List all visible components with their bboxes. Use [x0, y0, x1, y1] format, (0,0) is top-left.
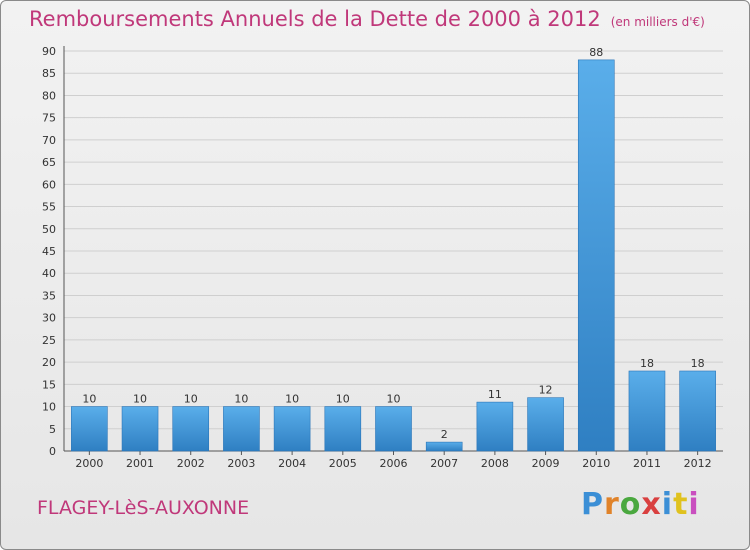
y-tick-label: 60: [42, 178, 56, 191]
axes: 0 5 10 15 20 25 30 35 40 45 50 55 60 65 70 75 80 85 90 2000…: [42, 45, 723, 470]
y-tick-label: 30: [42, 312, 56, 325]
y-tick-label: 45: [42, 245, 56, 258]
grid-lines: [64, 50, 723, 430]
data-label: 10: [133, 393, 147, 406]
y-tick-label: 35: [42, 289, 56, 302]
x-tick-label: 2007: [430, 457, 458, 470]
bar[interactable]: [172, 406, 210, 452]
bar[interactable]: [425, 441, 463, 452]
bar[interactable]: [476, 401, 514, 452]
data-label: 18: [691, 357, 705, 370]
brand-letter: i: [688, 487, 700, 522]
x-tick-label: 2005: [329, 457, 357, 470]
data-label: 2: [441, 428, 448, 441]
commune-name: FLAGEY-LèS-AUXONNE: [37, 497, 250, 519]
data-label: 10: [387, 393, 401, 406]
bar[interactable]: [324, 406, 362, 452]
y-tick-label: 90: [42, 45, 56, 58]
x-tick-label: 2004: [278, 457, 306, 470]
y-tick-label: 5: [49, 423, 56, 436]
y-tick-label: 55: [42, 201, 56, 214]
brand-letter: x: [641, 487, 662, 522]
data-label: 10: [184, 393, 198, 406]
y-tick-label: 25: [42, 334, 56, 347]
bars: [71, 59, 716, 452]
bar[interactable]: [577, 59, 615, 452]
y-tick-label: 75: [42, 112, 56, 125]
x-tick-label: 2009: [532, 457, 560, 470]
y-tick-label: 0: [49, 445, 56, 458]
bar[interactable]: [121, 406, 159, 452]
data-label: 11: [488, 388, 502, 401]
x-tick-label: 2010: [582, 457, 610, 470]
chart-title: Remboursements Annuels de la Dette de 20…: [29, 7, 705, 31]
bar[interactable]: [223, 406, 260, 452]
x-tick-label: 2008: [481, 457, 509, 470]
brand-letter: i: [661, 487, 674, 522]
bar[interactable]: [527, 397, 564, 452]
data-label: 10: [234, 393, 248, 406]
x-tick-label: 2003: [227, 457, 255, 470]
brand-logo[interactable]: Proxiti: [581, 487, 700, 522]
brand-letter: t: [673, 487, 689, 522]
brand-letter: r: [604, 487, 620, 522]
data-label: 10: [336, 393, 350, 406]
data-labels: 10 10 10 10 10 10 10 2 11 12 88 18 18: [82, 46, 704, 441]
y-tick-label: 10: [42, 401, 56, 414]
brand-letter: P: [581, 487, 604, 522]
x-tick-label: 2011: [633, 457, 661, 470]
x-tick-label: 2001: [126, 457, 154, 470]
x-tick-label: 2000: [75, 457, 103, 470]
bar[interactable]: [273, 406, 311, 452]
data-label: 18: [640, 357, 654, 370]
bar[interactable]: [71, 406, 108, 452]
data-label: 10: [82, 393, 96, 406]
y-tick-label: 70: [42, 134, 56, 147]
y-tick-label: 65: [42, 156, 56, 169]
bar[interactable]: [679, 370, 716, 452]
y-tick-label: 40: [42, 267, 56, 280]
x-tick-label: 2012: [684, 457, 712, 470]
brand-letter: o: [619, 487, 642, 522]
y-tick-label: 80: [42, 89, 56, 102]
data-label: 88: [589, 46, 603, 59]
bar[interactable]: [628, 370, 666, 452]
y-tick-label: 20: [42, 356, 56, 369]
y-tick-label: 50: [42, 223, 56, 236]
bar[interactable]: [375, 406, 412, 452]
unit-label: (en milliers d'€): [610, 15, 705, 29]
chart-title-text: Remboursements Annuels de la Dette de 20…: [29, 7, 601, 31]
y-tick-label: 85: [42, 67, 56, 80]
x-tick-label: 2006: [380, 457, 408, 470]
y-tick-label: 15: [42, 378, 56, 391]
data-label: 12: [539, 384, 553, 397]
data-label: 10: [285, 393, 299, 406]
x-tick-label: 2002: [177, 457, 205, 470]
